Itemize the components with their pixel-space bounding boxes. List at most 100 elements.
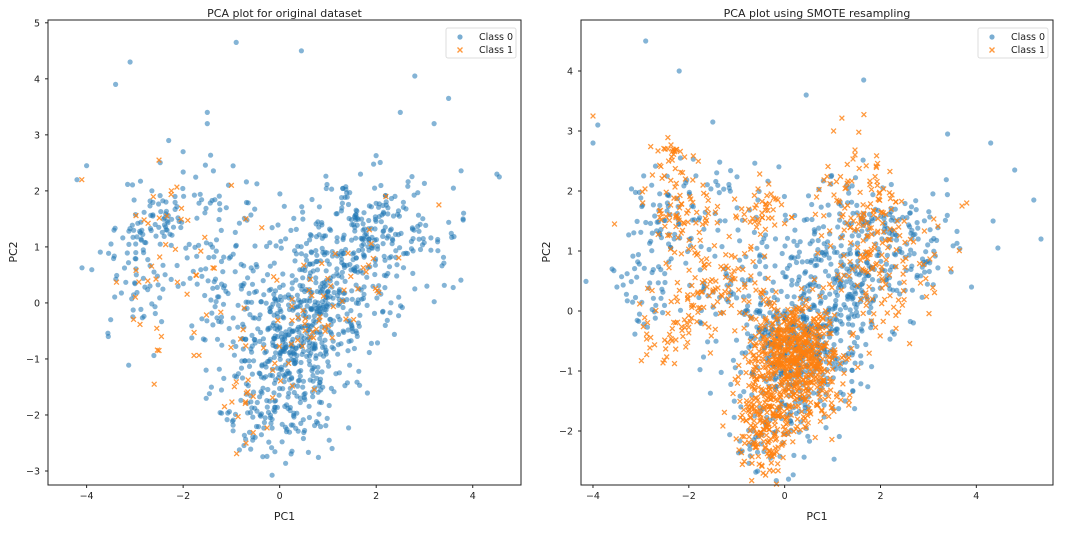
- point-class-1: [759, 214, 766, 221]
- point-class-1: [717, 310, 724, 317]
- point-class-0: [147, 225, 153, 232]
- point-class-0: [313, 221, 319, 227]
- point-class-0: [380, 309, 386, 315]
- point-class-0: [127, 226, 133, 232]
- point-class-0: [314, 252, 320, 258]
- point-class-1: [289, 317, 295, 324]
- point-class-0: [849, 367, 855, 373]
- point-class-1: [865, 251, 872, 258]
- point-class-0: [801, 315, 807, 321]
- x-axis-label-smote: PC1: [806, 510, 827, 523]
- point-class-0: [830, 276, 836, 282]
- point-class-1: [683, 320, 690, 326]
- point-class-1: [794, 331, 801, 338]
- point-class-0: [297, 399, 303, 406]
- point-class-1: [671, 249, 678, 256]
- point-class-1: [812, 434, 819, 441]
- point-class-1: [762, 323, 768, 330]
- point-class-1: [666, 212, 673, 218]
- point-class-0: [385, 211, 391, 217]
- point-class-0: [858, 353, 864, 359]
- point-class-1: [776, 330, 782, 337]
- point-class-1: [329, 334, 336, 341]
- point-class-1: [684, 292, 691, 298]
- point-class-0: [726, 181, 732, 188]
- point-class-0: [277, 191, 283, 197]
- point-class-1: [158, 333, 165, 340]
- point-class-1: [203, 312, 210, 318]
- point-class-1: [709, 276, 715, 283]
- point-class-0: [428, 247, 434, 253]
- point-class-0: [374, 295, 380, 301]
- point-class-0: [89, 267, 95, 273]
- point-class-1: [768, 191, 775, 197]
- point-class-1: [826, 330, 833, 337]
- point-class-0: [286, 332, 292, 338]
- point-class-0: [295, 383, 301, 389]
- point-class-1: [153, 276, 159, 282]
- point-class-1: [731, 196, 738, 202]
- point-class-0: [803, 92, 809, 98]
- point-class-1: [339, 298, 346, 305]
- point-class-1: [806, 304, 812, 311]
- point-class-0: [272, 325, 278, 332]
- point-class-0: [790, 472, 796, 478]
- point-class-0: [715, 227, 721, 233]
- point-class-1: [735, 265, 742, 272]
- point-class-1: [662, 223, 668, 230]
- point-class-0: [826, 212, 832, 218]
- point-class-0: [968, 284, 975, 290]
- point-class-0: [832, 303, 838, 309]
- point-class-0: [791, 294, 797, 300]
- point-class-0: [323, 423, 329, 429]
- point-class-0: [809, 216, 815, 223]
- point-class-0: [327, 226, 333, 232]
- point-class-0: [296, 329, 302, 335]
- point-class-0: [624, 271, 630, 277]
- point-class-0: [349, 237, 355, 243]
- point-class-0: [266, 439, 272, 445]
- point-class-1: [805, 355, 812, 362]
- point-class-1: [811, 340, 818, 347]
- point-class-0: [831, 249, 838, 255]
- point-class-0: [780, 270, 786, 276]
- point-class-0: [326, 363, 332, 369]
- point-class-1: [678, 250, 685, 257]
- point-class-0: [628, 279, 634, 285]
- point-class-1: [370, 255, 377, 262]
- point-class-1: [698, 257, 705, 264]
- point-class-1: [762, 315, 769, 322]
- point-class-0: [324, 181, 330, 188]
- point-class-1: [765, 453, 772, 459]
- point-class-0: [145, 257, 151, 263]
- point-class-0: [340, 250, 346, 256]
- point-class-0: [361, 210, 367, 216]
- point-class-0: [151, 269, 157, 275]
- point-class-0: [129, 296, 135, 302]
- point-class-1: [821, 343, 828, 349]
- point-class-0: [396, 313, 402, 319]
- point-class-0: [879, 236, 885, 242]
- point-class-0: [273, 350, 279, 356]
- point-class-0: [348, 308, 354, 314]
- point-class-1: [680, 219, 687, 226]
- point-class-1: [712, 286, 719, 292]
- point-class-1: [790, 313, 796, 320]
- point-class-1: [649, 172, 656, 178]
- point-class-0: [300, 435, 306, 442]
- point-class-1: [832, 353, 839, 360]
- point-class-1: [783, 392, 790, 399]
- point-class-1: [829, 379, 836, 385]
- point-class-1: [767, 300, 774, 307]
- point-class-1: [301, 320, 308, 327]
- point-class-0: [460, 217, 466, 223]
- point-class-1: [151, 381, 158, 388]
- point-class-0: [339, 256, 345, 262]
- point-class-1: [786, 372, 792, 379]
- point-class-0: [655, 280, 661, 286]
- point-class-0: [858, 360, 864, 366]
- point-class-1: [250, 393, 257, 400]
- point-class-1: [809, 328, 815, 335]
- point-class-1: [708, 333, 715, 339]
- point-class-0: [650, 202, 657, 208]
